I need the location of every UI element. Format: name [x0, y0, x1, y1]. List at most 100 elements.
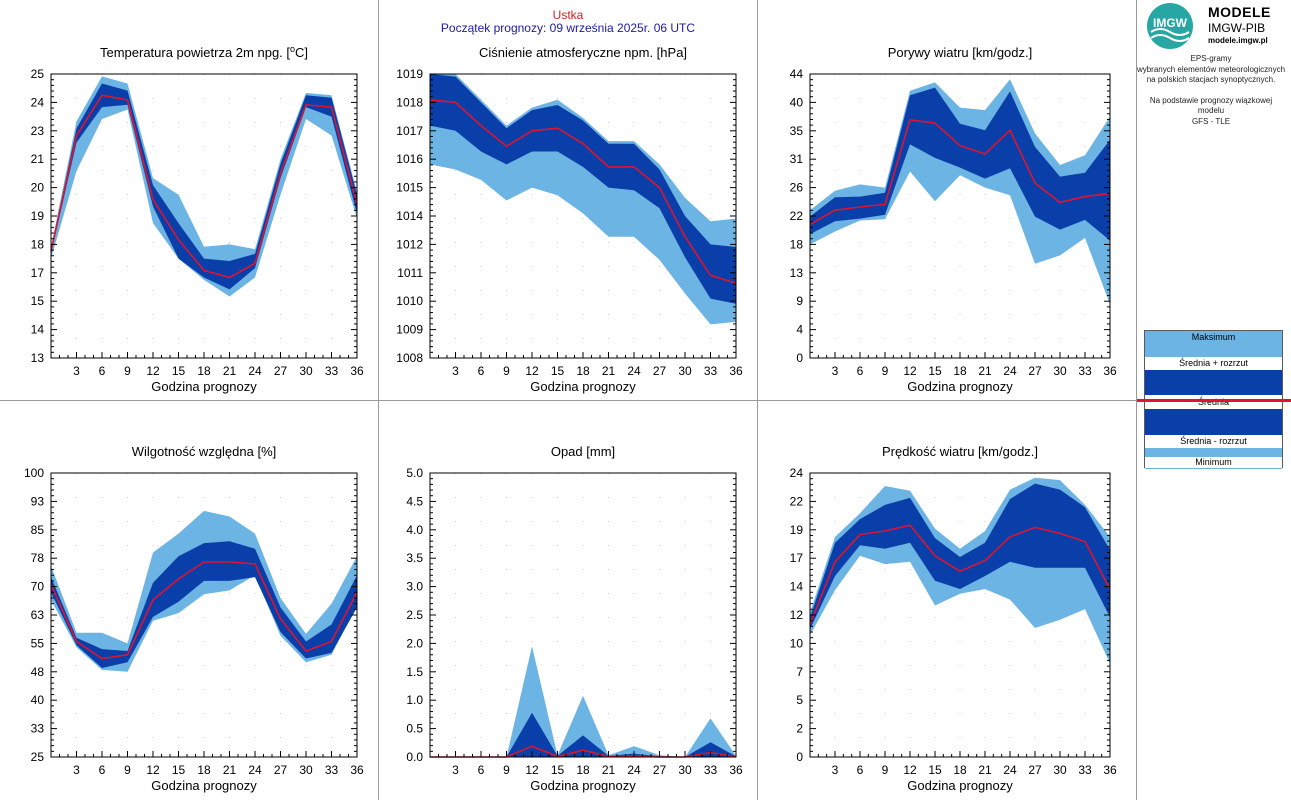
x-tick-label: 9	[124, 763, 131, 777]
y-tick-label: 5.0	[406, 466, 423, 480]
y-tick-label: 1017	[396, 124, 423, 138]
x-tick-label: 24	[1003, 364, 1017, 378]
x-tick-label: 36	[350, 364, 364, 378]
y-tick-label: 0.5	[406, 722, 423, 736]
x-tick-label: 15	[928, 763, 942, 777]
x-tick-label: 36	[1103, 364, 1117, 378]
y-tick-label: 18	[31, 237, 45, 251]
y-tick-label: 44	[790, 67, 804, 81]
x-tick-label: 27	[653, 763, 667, 777]
x-tick-label: 21	[223, 364, 237, 378]
logo-url: modele.imgw.pl	[1208, 36, 1268, 45]
x-tick-label: 3	[832, 364, 839, 378]
chart-title-part: C]	[295, 45, 308, 60]
band-spread	[430, 712, 736, 757]
y-tick-label: 1018	[396, 95, 423, 109]
x-tick-label: 18	[576, 364, 590, 378]
y-tick-label: 1014	[396, 209, 423, 223]
y-tick-label: 1016	[396, 152, 423, 166]
x-axis-label: Godzina prognozy	[907, 379, 1013, 394]
x-tick-label: 12	[903, 763, 917, 777]
y-tick-label: 31	[790, 152, 804, 166]
x-tick-label: 24	[627, 763, 641, 777]
y-tick-label: 35	[790, 124, 804, 138]
forecast-start: Początek prognozy: 09 września 2025r. 06…	[440, 21, 696, 35]
x-tick-label: 21	[978, 364, 992, 378]
y-tick-label: 40	[790, 95, 804, 109]
y-tick-label: 2.5	[406, 608, 423, 622]
x-tick-label: 27	[274, 763, 288, 777]
band-spread	[810, 483, 1110, 630]
x-tick-label: 21	[602, 763, 616, 777]
y-tick-label: 17	[31, 266, 45, 280]
band-spread	[430, 74, 736, 304]
x-tick-label: 27	[1028, 364, 1042, 378]
x-tick-label: 36	[350, 763, 364, 777]
y-tick-label: 25	[31, 67, 45, 81]
y-tick-label: 1019	[396, 67, 423, 81]
x-tick-label: 3	[452, 364, 459, 378]
y-tick-label: 26	[790, 181, 804, 195]
x-tick-label: 12	[146, 364, 160, 378]
logo-subtitle: IMGW-PIB	[1208, 21, 1266, 35]
y-tick-label: 22	[790, 494, 804, 508]
chart-panel-2: 3 6 9 12 15 18 21 24 27 30 33 361008100910101011101…	[396, 45, 743, 394]
x-tick-label: 24	[248, 364, 262, 378]
y-tick-label: 4	[796, 323, 803, 337]
chart-panel-6: 3 6 9 12 15 18 21 24 27 30 33 36025710121417192224G…	[790, 444, 1117, 793]
x-tick-label: 15	[928, 364, 942, 378]
x-tick-label: 15	[172, 763, 186, 777]
mean-line	[50, 561, 358, 660]
x-tick-label: 30	[678, 364, 692, 378]
y-tick-label: 19	[790, 523, 804, 537]
y-tick-label: 48	[31, 665, 45, 679]
y-tick-label: 1011	[397, 266, 423, 280]
mean-line	[809, 118, 1111, 226]
logo-mark-text: IMGW	[1153, 16, 1188, 30]
x-axis-label: Godzina prognozy	[151, 379, 257, 394]
y-tick-label: 100	[24, 466, 44, 480]
y-tick-label: 85	[31, 523, 45, 537]
description-line: wybranych elementów meteorologicznych	[1136, 64, 1286, 74]
y-tick-label: 1009	[396, 323, 423, 337]
y-tick-label: 19	[31, 209, 45, 223]
y-tick-label: 33	[31, 722, 45, 736]
x-tick-label: 27	[653, 364, 667, 378]
chart-title: Wilgotność względna [%]	[132, 444, 277, 459]
y-tick-label: 17	[790, 551, 804, 565]
x-tick-label: 3	[73, 364, 80, 378]
legend-mean-line	[1137, 399, 1291, 402]
x-tick-label: 24	[1003, 763, 1017, 777]
legend-label-min: Minimum	[1145, 457, 1282, 468]
y-tick-label: 1012	[396, 237, 423, 251]
description-line: na polskich stacjach synoptycznych.	[1146, 75, 1276, 84]
chart-title-sup: o	[290, 44, 295, 54]
chart-title: Temperatura powietrza 2m npg. [oC]	[100, 44, 308, 60]
x-tick-label: 27	[1028, 763, 1042, 777]
y-tick-label: 3.0	[406, 580, 423, 594]
description: EPS-gramy wybranych elementów meteorolog…	[1136, 54, 1286, 127]
x-tick-label: 9	[503, 364, 510, 378]
x-tick-label: 6	[478, 364, 485, 378]
y-tick-label: 4.5	[406, 494, 423, 508]
x-tick-label: 18	[953, 763, 967, 777]
x-tick-label: 33	[704, 763, 718, 777]
x-axis-label: Godzina prognozy	[151, 778, 257, 793]
x-tick-label: 12	[525, 364, 539, 378]
x-tick-label: 9	[882, 364, 889, 378]
y-tick-label: 14	[790, 580, 804, 594]
y-tick-label: 13	[31, 351, 45, 365]
y-tick-label: 0	[796, 351, 803, 365]
chart-title: Ciśnienie atmosferyczne npm. [hPa]	[479, 45, 687, 60]
y-tick-label: 1.5	[406, 665, 423, 679]
y-tick-label: 70	[31, 580, 45, 594]
y-tick-label: 78	[31, 551, 45, 565]
y-tick-label: 7	[796, 665, 803, 679]
y-tick-label: 3.5	[406, 551, 423, 565]
band-spread	[51, 541, 357, 668]
mean-line	[809, 524, 1111, 625]
chart-title-part: Temperatura powietrza 2m npg. [	[100, 45, 290, 60]
x-tick-label: 30	[1053, 763, 1067, 777]
